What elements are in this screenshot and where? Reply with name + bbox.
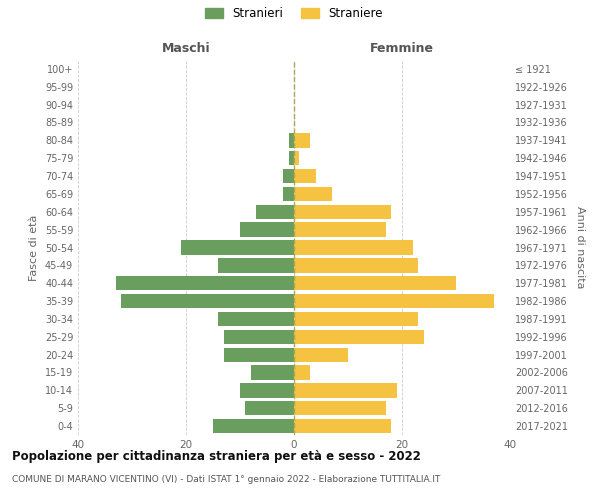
Text: Maschi: Maschi bbox=[161, 42, 211, 54]
Bar bbox=[294, 383, 397, 398]
Bar bbox=[294, 187, 332, 201]
Bar bbox=[294, 366, 310, 380]
Bar bbox=[116, 276, 294, 290]
Bar bbox=[294, 401, 386, 415]
Bar bbox=[294, 151, 299, 166]
Bar bbox=[289, 151, 294, 166]
Bar bbox=[240, 383, 294, 398]
Bar bbox=[218, 258, 294, 272]
Legend: Stranieri, Straniere: Stranieri, Straniere bbox=[200, 2, 388, 25]
Bar bbox=[251, 366, 294, 380]
Bar bbox=[294, 222, 386, 237]
Bar bbox=[256, 204, 294, 219]
Bar bbox=[294, 419, 391, 433]
Bar bbox=[224, 348, 294, 362]
Bar bbox=[294, 330, 424, 344]
Bar bbox=[283, 187, 294, 201]
Bar bbox=[294, 348, 348, 362]
Bar bbox=[294, 294, 494, 308]
Bar bbox=[181, 240, 294, 254]
Bar bbox=[224, 330, 294, 344]
Text: Femmine: Femmine bbox=[370, 42, 434, 54]
Bar bbox=[289, 133, 294, 148]
Y-axis label: Fasce di età: Fasce di età bbox=[29, 214, 39, 280]
Bar bbox=[294, 204, 391, 219]
Bar bbox=[294, 312, 418, 326]
Bar bbox=[245, 401, 294, 415]
Bar bbox=[218, 312, 294, 326]
Bar bbox=[294, 169, 316, 183]
Bar bbox=[283, 169, 294, 183]
Bar bbox=[294, 240, 413, 254]
Bar bbox=[294, 276, 456, 290]
Bar bbox=[213, 419, 294, 433]
Y-axis label: Anni di nascita: Anni di nascita bbox=[575, 206, 584, 289]
Bar bbox=[294, 258, 418, 272]
Bar bbox=[121, 294, 294, 308]
Text: COMUNE DI MARANO VICENTINO (VI) - Dati ISTAT 1° gennaio 2022 - Elaborazione TUTT: COMUNE DI MARANO VICENTINO (VI) - Dati I… bbox=[12, 475, 440, 484]
Bar bbox=[294, 133, 310, 148]
Bar bbox=[240, 222, 294, 237]
Text: Popolazione per cittadinanza straniera per età e sesso - 2022: Popolazione per cittadinanza straniera p… bbox=[12, 450, 421, 463]
